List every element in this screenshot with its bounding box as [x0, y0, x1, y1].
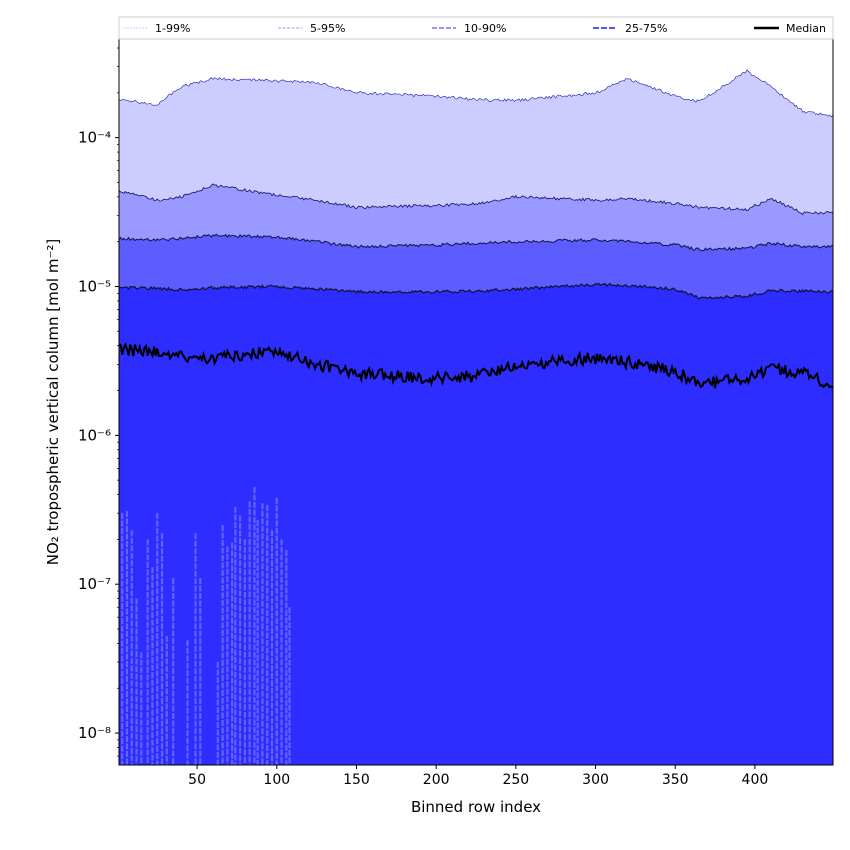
y-axis: 10⁻⁸ 10⁻⁷ 10⁻⁶ 10⁻⁵ 10⁻⁴: [78, 47, 119, 757]
x-axis-label: Binned row index: [411, 798, 541, 816]
x-tick-label: 50: [188, 772, 206, 788]
x-tick-label: 300: [582, 772, 609, 788]
y-tick-label: 10⁻⁸: [78, 724, 111, 742]
y-axis-label: NO₂ tropospheric vertical column [mol m⁻…: [44, 239, 62, 565]
x-tick-label: 400: [742, 772, 769, 788]
line-median: [119, 342, 833, 389]
line-p75: [119, 282, 833, 300]
x-tick-label: 350: [662, 772, 689, 788]
legend: 1-99% 5-95% 10-90% 25-75% Median: [118, 16, 834, 40]
line-p95: [119, 183, 833, 216]
y-tick-label: 10⁻⁷: [78, 575, 111, 593]
legend-label-5-95: 5-95%: [310, 22, 345, 35]
line-p90: [119, 233, 833, 252]
x-tick-label: 100: [263, 772, 290, 788]
legend-label-10-90: 10-90%: [464, 22, 506, 35]
x-axis: 50 100 150 200 250 300 350 400: [188, 765, 768, 788]
y-tick-label: 10⁻⁵: [78, 277, 111, 295]
legend-label-median: Median: [786, 22, 826, 35]
x-tick-label: 250: [502, 772, 529, 788]
band-25-75: [119, 283, 833, 765]
plot-bands: [119, 69, 833, 765]
y-tick-label: 10⁻⁴: [78, 129, 111, 147]
y-tick-label: 10⁻⁶: [78, 426, 111, 444]
legend-label-25-75: 25-75%: [625, 22, 667, 35]
legend-label-1-99: 1-99%: [155, 22, 190, 35]
x-tick-label: 200: [423, 772, 450, 788]
legend-box: [118, 16, 834, 40]
line-p99: [119, 69, 833, 118]
x-tick-label: 150: [343, 772, 370, 788]
